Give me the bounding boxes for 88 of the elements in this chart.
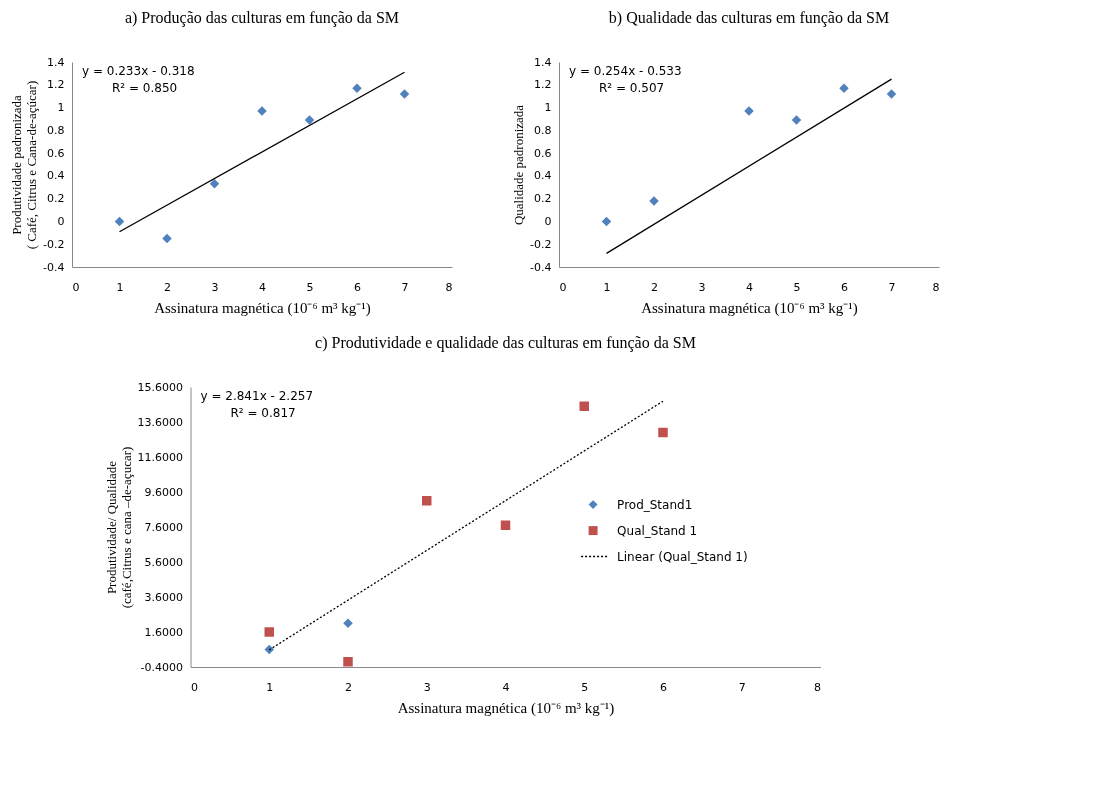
point <box>264 627 274 637</box>
y-tick-label: 1 <box>57 101 65 115</box>
annotation: y = 2.841x - 2.257 <box>200 389 314 403</box>
x-tick-label: 6 <box>660 680 667 694</box>
x-tick-label: 5 <box>793 280 801 294</box>
x-axis-title: Assinatura magnética (10⁻⁶ m³ kg⁻¹) <box>397 699 615 717</box>
x-tick-label: 8 <box>814 680 821 694</box>
y-tick-label: -0.2 <box>43 237 65 251</box>
legend-label: Prod_Stand1 <box>617 497 693 512</box>
x-tick-label: 1 <box>603 280 611 294</box>
y-tick-label: 0 <box>57 214 65 228</box>
x-tick-label: 3 <box>423 680 431 694</box>
y-tick-label: 11.6000 <box>137 450 183 464</box>
point <box>304 115 315 125</box>
y-tick-label: 1 <box>544 101 552 115</box>
x-tick-label: 8 <box>445 280 453 294</box>
y-axis-title: Qualidade padronizada <box>511 104 527 226</box>
y-tick-label: 13.6000 <box>137 415 183 429</box>
point <box>500 520 511 530</box>
x-tick-label: 7 <box>888 280 896 294</box>
x-tick-label: 3 <box>698 280 706 294</box>
x-tick-label: 5 <box>581 680 589 694</box>
annotation: y = 0.254x - 0.533 <box>569 64 682 78</box>
y-tick-label: 1.6000 <box>144 625 183 639</box>
chart-title: a) Produção das culturas em função da SM <box>124 9 400 27</box>
annotation: R² = 0.507 <box>599 81 665 95</box>
y-tick-label: 1.4 <box>47 55 65 69</box>
point <box>791 115 802 125</box>
y-tick-label: -0.4 <box>530 260 552 274</box>
x-tick-label: 6 <box>354 280 361 294</box>
y-tick-label: -0.4000 <box>140 660 183 674</box>
point <box>399 89 410 99</box>
y-tick-label: 15.6000 <box>137 380 183 394</box>
y-tick-label: 3.6000 <box>144 590 183 604</box>
y-axis-title: Produtividade/ Qualidade (café,Citrus e cana –de-açucar) <box>103 446 134 609</box>
x-tick-label: 4 <box>502 680 510 694</box>
y-tick-label: 0.2 <box>47 192 65 206</box>
annotation: R² = 0.850 <box>112 81 178 95</box>
y-tick-label: 0.8 <box>47 123 65 137</box>
y-tick-label: 1.2 <box>47 78 65 92</box>
x-tick-label: 6 <box>841 280 848 294</box>
y-tick-label: 0 <box>544 214 552 228</box>
legend-label: Linear (Qual_Stand 1) <box>617 549 748 564</box>
x-tick-label: 1 <box>116 280 124 294</box>
x-tick-label: 5 <box>306 280 314 294</box>
point <box>579 401 589 411</box>
x-tick-label: 4 <box>746 280 753 294</box>
point <box>422 496 432 506</box>
x-tick-label: 1 <box>266 680 274 694</box>
y-tick-label: 0.6 <box>534 146 552 160</box>
y-tick-label: 0.8 <box>534 123 552 137</box>
x-tick-label: 3 <box>211 280 219 294</box>
y-tick-label: 1.4 <box>534 55 552 69</box>
y-axis-title: Produtividade padronizada ( Café, Citrus e Cana-de-açúcar) <box>9 80 40 250</box>
x-tick-label: 2 <box>345 680 352 694</box>
annotation: R² = 0.817 <box>230 406 296 420</box>
y-tick-label: 7.6000 <box>144 520 183 534</box>
x-tick-label: 2 <box>164 280 171 294</box>
x-tick-label: 2 <box>651 280 658 294</box>
point <box>114 216 125 227</box>
y-tick-label: -0.4 <box>43 260 65 274</box>
y-tick-label: 0.6 <box>47 146 65 160</box>
x-tick-label: 0 <box>559 280 567 294</box>
point <box>886 89 897 99</box>
point <box>343 657 353 667</box>
chart-title: b) Qualidade das culturas em função da SM <box>608 9 890 27</box>
x-tick-label: 7 <box>738 680 746 694</box>
x-axis-title: Assinatura magnética (10⁻⁶ m³ kg⁻¹) <box>154 299 371 317</box>
y-tick-label: 0.4 <box>534 169 552 183</box>
point <box>209 179 220 189</box>
x-axis-title: Assinatura magnética (10⁻⁶ m³ kg⁻¹) <box>641 299 858 317</box>
point <box>658 427 668 438</box>
y-tick-label: 0.2 <box>534 192 552 206</box>
y-tick-label: 1.2 <box>534 78 552 92</box>
chart-title: c) Produtividade e qualidade das culturas em função da SM <box>315 334 696 352</box>
legend-label: Qual_Stand 1 <box>617 523 698 538</box>
x-tick-label: 0 <box>72 280 80 294</box>
x-tick-label: 4 <box>259 280 266 294</box>
point <box>601 216 612 227</box>
annotation: y = 0.233x - 0.318 <box>82 64 195 78</box>
y-tick-label: 0.4 <box>47 169 65 183</box>
point <box>162 233 172 244</box>
y-tick-label: -0.2 <box>530 237 552 251</box>
y-tick-label: 5.6000 <box>144 555 183 569</box>
x-tick-label: 8 <box>932 280 940 294</box>
y-tick-label: 9.6000 <box>144 485 183 499</box>
x-tick-label: 0 <box>191 680 198 694</box>
x-tick-label: 7 <box>401 280 409 294</box>
